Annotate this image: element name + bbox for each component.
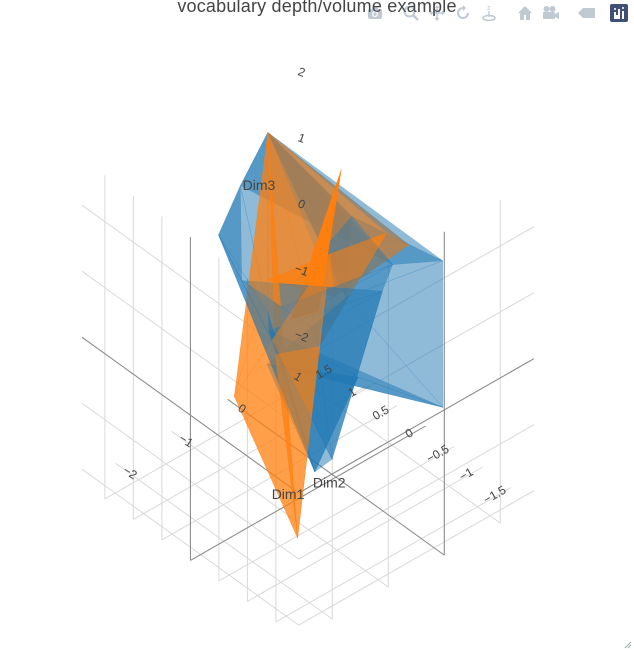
grid-line bbox=[298, 424, 535, 560]
y-tick-label: −0.5 bbox=[424, 442, 452, 466]
z-tick-label: 0 bbox=[296, 196, 307, 212]
y-tick-label: −1 bbox=[457, 465, 476, 484]
grid-line bbox=[298, 490, 535, 626]
turntable-icon: z bbox=[482, 5, 496, 22]
turntable-rotation-button[interactable]: z bbox=[478, 3, 500, 23]
zoom-icon bbox=[403, 5, 419, 21]
zero-line bbox=[190, 425, 426, 561]
plotly-logo-button[interactable] bbox=[608, 3, 630, 23]
y-axis-title: Dim2 bbox=[313, 475, 346, 491]
reset-camera-last-save-button[interactable] bbox=[540, 3, 562, 23]
grid-line bbox=[218, 446, 455, 582]
z-tick-label: 2 bbox=[296, 64, 307, 80]
zero-line bbox=[81, 336, 299, 494]
orbit-icon bbox=[457, 5, 469, 19]
mesh-face-series-1[interactable] bbox=[275, 346, 321, 539]
z-tick-label: 1 bbox=[296, 130, 307, 146]
z-axis-title: Dim3 bbox=[243, 177, 276, 193]
home-icon bbox=[518, 6, 532, 20]
download-plot-button[interactable] bbox=[364, 3, 386, 23]
grid-line bbox=[275, 487, 512, 623]
svg-text:z: z bbox=[487, 5, 491, 12]
axis-titles: Dim1 Dim2 Dim3 bbox=[243, 177, 346, 502]
pan-icon bbox=[429, 5, 445, 21]
hover-toggle-button[interactable] bbox=[576, 3, 598, 23]
tag-icon bbox=[578, 8, 595, 18]
y-tick-label: −1.5 bbox=[481, 483, 509, 507]
grid-line bbox=[247, 466, 483, 602]
orbit-rotation-button[interactable] bbox=[452, 3, 474, 23]
zoom-button[interactable] bbox=[400, 3, 422, 23]
z-tick-label: −1 bbox=[293, 261, 311, 279]
modebar: z bbox=[364, 3, 630, 23]
x-tick-label: −2 bbox=[121, 463, 140, 482]
movie-camera-icon bbox=[543, 6, 559, 19]
plotly-logo-icon bbox=[610, 4, 628, 22]
resize-handle-icon[interactable] bbox=[624, 641, 632, 649]
camera-icon bbox=[368, 7, 382, 19]
mesh-surfaces[interactable] bbox=[218, 132, 444, 539]
z-tick-label: −2 bbox=[293, 327, 311, 345]
x-tick-label: −1 bbox=[177, 431, 196, 450]
x-axis-title: Dim1 bbox=[272, 486, 305, 502]
reset-camera-default-button[interactable] bbox=[514, 3, 536, 23]
pan-button[interactable] bbox=[426, 3, 448, 23]
zero-line bbox=[298, 358, 535, 494]
